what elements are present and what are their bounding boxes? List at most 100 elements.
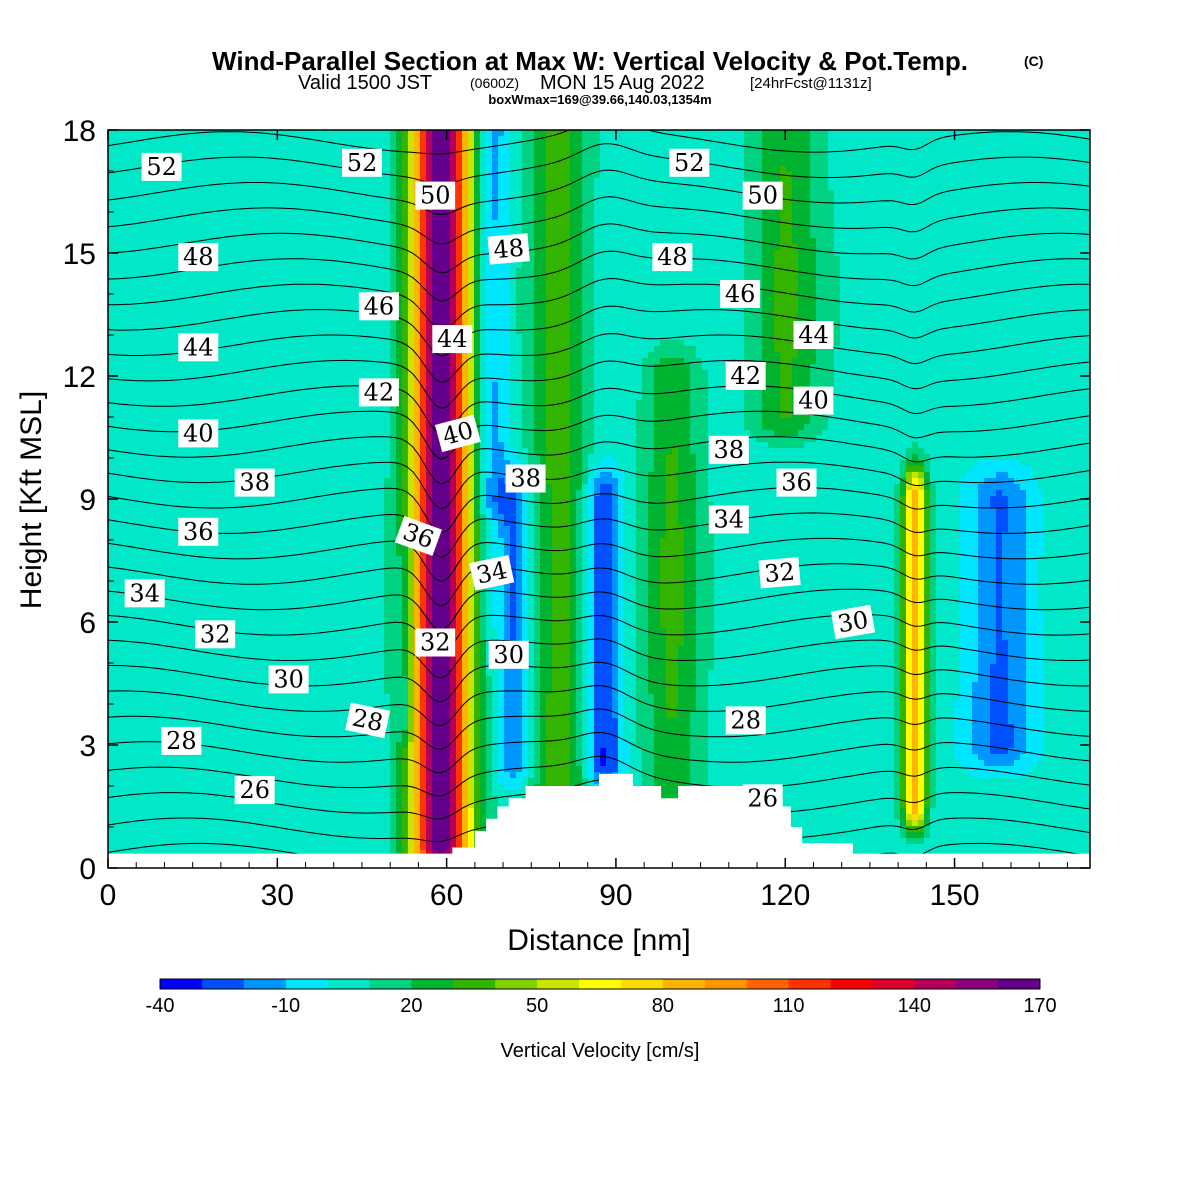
velocity-cell (870, 202, 877, 209)
velocity-cell (966, 154, 973, 161)
velocity-cell (816, 148, 823, 155)
velocity-cell (810, 214, 817, 221)
velocity-cell (708, 268, 715, 275)
velocity-cell (192, 148, 199, 155)
velocity-cell (270, 214, 277, 221)
velocity-cell (870, 262, 877, 269)
velocity-cell (624, 136, 631, 143)
velocity-cell (324, 190, 331, 197)
velocity-cell (528, 220, 535, 227)
velocity-cell (192, 310, 199, 317)
velocity-cell (900, 190, 907, 197)
velocity-cell (300, 232, 307, 239)
velocity-cell (192, 202, 199, 209)
velocity-cell (132, 268, 139, 275)
velocity-cell (510, 304, 517, 311)
velocity-cell (858, 262, 865, 269)
velocity-cell (492, 310, 499, 317)
velocity-cell (306, 220, 313, 227)
velocity-cell (144, 130, 151, 137)
velocity-cell (948, 172, 955, 179)
velocity-cell (588, 214, 595, 221)
velocity-cell (984, 160, 991, 167)
velocity-cell (1014, 172, 1021, 179)
velocity-cell (888, 130, 895, 137)
velocity-cell (834, 208, 841, 215)
velocity-cell (426, 226, 433, 233)
velocity-cell (396, 142, 403, 149)
velocity-cell (840, 142, 847, 149)
velocity-cell (894, 154, 901, 161)
velocity-cell (408, 190, 415, 197)
velocity-cell (912, 136, 919, 143)
velocity-cell (744, 148, 751, 155)
velocity-cell (312, 220, 319, 227)
velocity-cell (984, 154, 991, 161)
velocity-cell (162, 268, 169, 275)
velocity-cell (810, 256, 817, 263)
velocity-cell (1068, 136, 1075, 143)
velocity-cell (270, 310, 277, 317)
velocity-cell (246, 268, 253, 275)
velocity-cell (1038, 238, 1045, 245)
velocity-cell (930, 178, 937, 185)
velocity-cell (612, 262, 619, 269)
velocity-cell (558, 196, 565, 203)
velocity-cell (252, 262, 259, 269)
velocity-cell (1044, 148, 1051, 155)
velocity-cell (540, 232, 547, 239)
velocity-cell (1050, 304, 1057, 311)
velocity-cell (480, 310, 487, 317)
velocity-cell (726, 226, 733, 233)
velocity-cell (714, 190, 721, 197)
velocity-cell (576, 232, 583, 239)
velocity-cell (492, 304, 499, 311)
velocity-cell (336, 208, 343, 215)
velocity-cell (606, 304, 613, 311)
velocity-cell (342, 274, 349, 281)
velocity-cell (786, 232, 793, 239)
velocity-cell (306, 166, 313, 173)
velocity-cell (324, 292, 331, 299)
velocity-cell (378, 136, 385, 143)
velocity-cell (198, 136, 205, 143)
velocity-cell (348, 202, 355, 209)
velocity-cell (354, 208, 361, 215)
velocity-cell (576, 160, 583, 167)
velocity-cell (1056, 250, 1063, 257)
velocity-cell (1074, 136, 1081, 143)
velocity-cell (438, 178, 445, 185)
velocity-cell (576, 166, 583, 173)
velocity-cell (372, 178, 379, 185)
velocity-cell (546, 166, 553, 173)
velocity-cell (804, 142, 811, 149)
velocity-cell (240, 262, 247, 269)
velocity-cell (312, 142, 319, 149)
velocity-cell (948, 166, 955, 173)
velocity-cell (432, 166, 439, 173)
velocity-cell (438, 220, 445, 227)
velocity-cell (564, 274, 571, 281)
velocity-cell (558, 202, 565, 209)
velocity-cell (1002, 160, 1009, 167)
velocity-cell (618, 172, 625, 179)
velocity-cell (522, 304, 529, 311)
velocity-cell (1014, 286, 1021, 293)
velocity-cell (552, 172, 559, 179)
velocity-cell (816, 286, 823, 293)
velocity-cell (828, 220, 835, 227)
velocity-cell (252, 298, 259, 305)
velocity-cell (618, 148, 625, 155)
velocity-cell (864, 274, 871, 281)
velocity-cell (996, 292, 1003, 299)
velocity-cell (1014, 298, 1021, 305)
velocity-cell (282, 202, 289, 209)
velocity-cell (168, 262, 175, 269)
velocity-cell (108, 184, 115, 191)
velocity-cell (576, 136, 583, 143)
velocity-cell (978, 148, 985, 155)
velocity-cell (672, 214, 679, 221)
velocity-cell (300, 262, 307, 269)
velocity-cell (366, 202, 373, 209)
velocity-cell (918, 304, 925, 311)
